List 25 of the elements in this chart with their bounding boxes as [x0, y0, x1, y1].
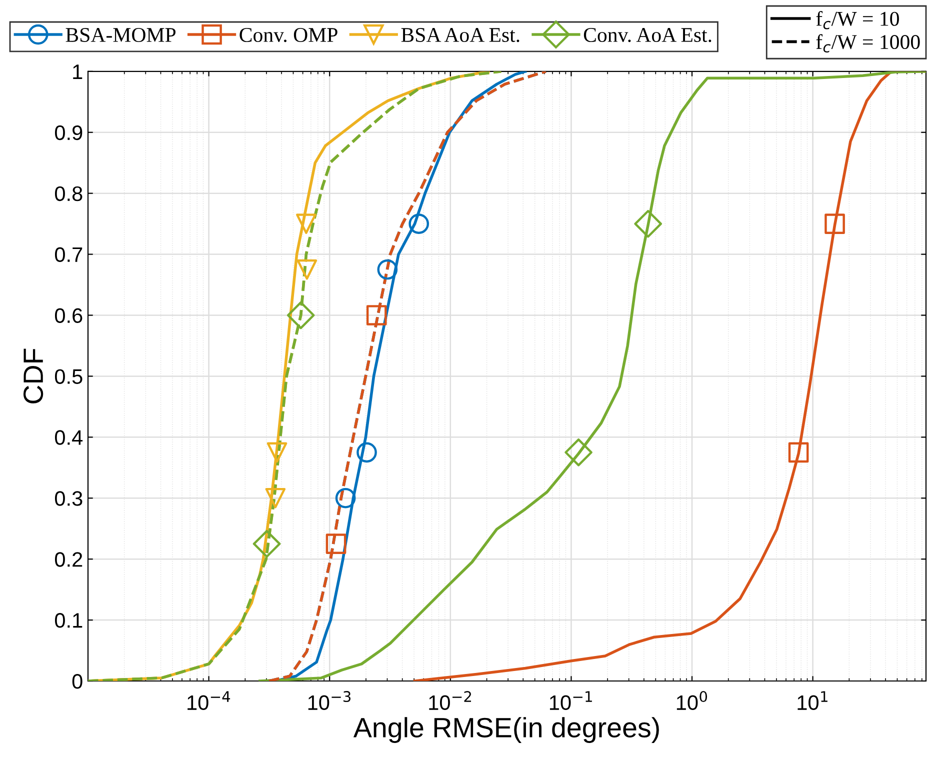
- x-tick-label: 10$^{−4}$: [188, 691, 230, 710]
- x-tick-label: 10$^{−1}$: [550, 691, 592, 710]
- x-tick-label: 10$^{1}$: [798, 691, 828, 710]
- y-tick-label: 0.9: [54, 125, 82, 140]
- y-tick-label: 0.6: [54, 308, 82, 323]
- y-tick-label: 0: [72, 674, 82, 689]
- y-tick-label: 0.2: [54, 552, 82, 567]
- y-tick-label: 0.5: [54, 369, 82, 384]
- x-tick-label: 10$^{−2}$: [429, 691, 471, 710]
- y-tick-label: 0.1: [54, 613, 82, 628]
- legend-label: BSA-MOMP: [66, 28, 176, 42]
- legend-label: BSA AoA Est.: [401, 28, 520, 42]
- y-tick-label: 0.3: [54, 491, 82, 506]
- x-tick-label: 10$^{−3}$: [308, 691, 350, 710]
- legend-label: Conv. AoA Est.: [584, 28, 712, 42]
- y-tick-label: 0.7: [54, 247, 82, 262]
- y-tick-label: 1: [73, 64, 82, 79]
- y-axis-title: CDF: [23, 348, 44, 404]
- y-tick-label: 0.4: [54, 430, 83, 445]
- text: f$_{c}$/W = 1000: [816, 34, 920, 52]
- x-axis-title: Angle RMSE(in degrees): [353, 717, 659, 743]
- legend-label: Conv. OMP: [240, 28, 338, 42]
- y-tick-label: 0.8: [54, 186, 82, 202]
- x-tick-label: 10$^{0}$: [676, 691, 708, 710]
- text: f$_{c}$/W = 10: [816, 11, 899, 30]
